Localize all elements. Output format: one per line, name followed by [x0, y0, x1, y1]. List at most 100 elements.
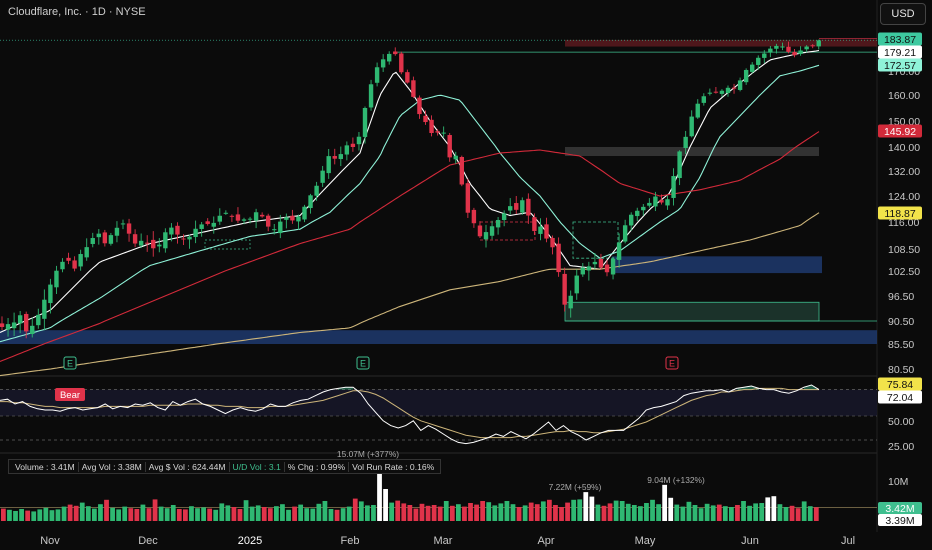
- volume-bar: [213, 509, 219, 521]
- volume-bar: [377, 471, 382, 521]
- volume-bar: [601, 505, 607, 521]
- candle-body: [423, 115, 428, 123]
- candle-body: [241, 219, 247, 221]
- currency-button[interactable]: USD: [880, 3, 926, 25]
- candle-body: [387, 53, 392, 62]
- candle-body: [145, 242, 150, 244]
- candle-body: [743, 69, 749, 83]
- volume-stats-bar: Volume : 3.41M Avg Vol : 3.38M Avg $ Vol…: [8, 459, 442, 474]
- zone-blue: [0, 330, 877, 344]
- base-box: [479, 221, 536, 241]
- volume-bar: [474, 504, 479, 521]
- candle-body: [17, 315, 23, 324]
- x-axis-tick: May: [635, 535, 656, 547]
- candle-body: [586, 266, 592, 271]
- volume-bar: [55, 509, 61, 521]
- rsi-overbought-fill: [338, 384, 819, 390]
- candle-body: [653, 196, 658, 207]
- rsi-line: [0, 384, 820, 445]
- candle-body: [193, 228, 198, 238]
- volume-bar: [638, 506, 643, 521]
- volume-bar: [207, 508, 213, 521]
- base-box: [572, 221, 619, 259]
- rsi-label-bg: [878, 390, 922, 404]
- candle-body: [278, 221, 283, 234]
- candle-body: [399, 53, 404, 73]
- candle-body: [356, 136, 362, 145]
- volume-bar: [771, 496, 777, 521]
- price-tick: 108.50: [888, 244, 920, 256]
- rsi-label: 75.84: [878, 377, 922, 391]
- candle-body: [362, 108, 368, 137]
- rsi-label-text: 75.84: [887, 379, 913, 391]
- price-label: 183.87: [878, 32, 922, 46]
- candle-body: [568, 295, 573, 309]
- ema-fast-line: [0, 49, 820, 333]
- volume-bar: [401, 503, 407, 521]
- volume-bar: [698, 508, 704, 521]
- candle-body: [508, 206, 513, 211]
- candle-body: [102, 232, 108, 244]
- volume-bar: [613, 500, 619, 521]
- price-label-bg: [878, 124, 922, 138]
- volume-bar: [122, 506, 128, 521]
- volume-bar: [571, 499, 577, 521]
- volume-bar: [456, 504, 461, 521]
- volume-bar: [219, 503, 225, 521]
- chart-title: Cloudflare, Inc. · 1D · NYSE: [8, 6, 146, 18]
- candle-body: [683, 136, 688, 148]
- candle-body: [187, 236, 192, 240]
- volume-bar: [650, 499, 655, 521]
- volume-bar: [443, 501, 449, 521]
- zone-red: [565, 39, 877, 47]
- earnings-badge: [665, 356, 679, 370]
- candle-body: [671, 176, 676, 198]
- volume-bar: [255, 505, 261, 521]
- volume-label: 3.42M: [878, 502, 922, 515]
- volume-bar: [73, 505, 79, 521]
- volume-bar: [753, 503, 759, 521]
- volume-bar: [729, 507, 734, 521]
- x-axis-tick: Nov: [40, 535, 60, 547]
- volume-bar: [146, 508, 152, 521]
- price-tick: 124.00: [888, 191, 920, 203]
- price-tick: 132.00: [888, 166, 920, 178]
- candle-body: [713, 91, 719, 93]
- candle-body: [235, 214, 241, 221]
- volume-bar: [328, 509, 334, 521]
- candle-body: [695, 103, 700, 118]
- volume-bar: [468, 503, 473, 521]
- volume-bar: [449, 505, 455, 521]
- bear-badge-label: Bear: [60, 390, 80, 401]
- volume-bar: [528, 502, 534, 521]
- candle-body: [90, 238, 95, 244]
- volume-bar: [7, 509, 12, 521]
- volume-bar: [395, 500, 401, 521]
- candle-body: [66, 257, 71, 261]
- earnings-badge: [63, 356, 77, 370]
- x-axis-tick: Mar: [434, 535, 453, 547]
- candle-body: [405, 72, 410, 83]
- candle-body: [768, 48, 773, 53]
- candle-body: [30, 325, 35, 335]
- volume-tick: 10M: [888, 476, 908, 488]
- volume-bar: [656, 504, 661, 521]
- candle-body: [429, 119, 434, 134]
- price-tick: 96.50: [888, 291, 914, 303]
- price-tick: 102.50: [888, 266, 920, 278]
- volume-bar: [225, 505, 231, 521]
- candle-body: [592, 261, 598, 265]
- price-label-bg: [878, 32, 922, 46]
- bear-badge: Bear: [55, 388, 85, 401]
- base-box: [204, 239, 251, 250]
- volume-bar: [680, 506, 686, 521]
- volume-bar: [176, 509, 182, 521]
- volume-bar: [116, 509, 122, 521]
- candle-body: [719, 90, 725, 94]
- candle-body: [514, 203, 519, 210]
- candle-body: [532, 217, 537, 232]
- volume-bar: [789, 505, 795, 521]
- candle-body: [786, 46, 791, 52]
- candle-body: [411, 80, 416, 97]
